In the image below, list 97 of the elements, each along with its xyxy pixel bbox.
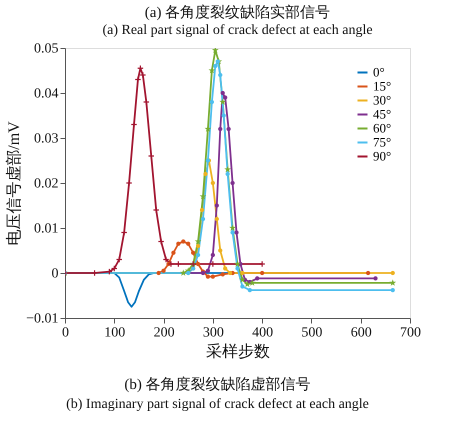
point [210, 260, 216, 268]
point [218, 72, 222, 78]
point [210, 274, 215, 279]
point [240, 270, 245, 276]
point [366, 270, 370, 276]
x-tick-label: 300 [202, 326, 224, 340]
point [223, 95, 228, 100]
point [244, 280, 251, 288]
point [220, 272, 225, 276]
y-tick-label: 0.03 [34, 132, 58, 146]
point [255, 276, 260, 281]
point [224, 166, 231, 172]
y-tick-label: 0.02 [34, 176, 58, 192]
point [248, 288, 252, 292]
point [223, 266, 228, 271]
x-tick-label: 400 [252, 326, 274, 340]
point [234, 260, 241, 267]
point [222, 113, 226, 118]
point [200, 208, 204, 212]
y-tick-label: 0.01 [34, 222, 58, 236]
point [390, 288, 395, 292]
point [213, 64, 218, 68]
point [181, 239, 186, 244]
point [134, 76, 142, 83]
point [203, 172, 208, 176]
point [91, 270, 98, 276]
point [176, 242, 180, 246]
point [234, 230, 239, 235]
point [158, 238, 164, 245]
y-tick-label: 0.05 [34, 42, 58, 56]
legend-label: 45° [373, 106, 392, 122]
point [214, 203, 219, 208]
point [389, 279, 396, 286]
text: (b) Imaginary part signal of crack defect at each angle [66, 397, 369, 412]
point [230, 180, 235, 186]
y-tick-label: 0 [52, 266, 58, 282]
point [240, 284, 245, 289]
x-tick-label: 500 [301, 326, 322, 340]
point [390, 270, 395, 276]
point [196, 252, 200, 258]
x-tick-label: 0 [62, 326, 69, 340]
point [206, 274, 210, 279]
point [260, 270, 264, 276]
point [186, 242, 190, 246]
y-axis-title: 电压信号虚部/mV [5, 120, 24, 246]
x-tick-label: 100 [104, 326, 126, 340]
point [226, 172, 230, 176]
point [218, 248, 222, 253]
point [214, 216, 219, 222]
point [142, 98, 150, 106]
point [239, 276, 246, 283]
point [229, 224, 236, 231]
text: (b) 各角度裂纹缺陷虚部信号 [124, 376, 311, 393]
legend-label: 90° [373, 148, 392, 164]
point [206, 268, 210, 273]
point [110, 265, 118, 272]
point [180, 269, 187, 276]
y-tick-label: 0.04 [34, 86, 58, 102]
legend-label: 30° [373, 92, 392, 108]
point [171, 250, 176, 255]
point [200, 216, 206, 222]
point [235, 266, 240, 271]
point [210, 180, 215, 186]
point [212, 48, 219, 54]
point [161, 268, 166, 273]
legend-label: 60° [373, 120, 392, 136]
chart-subtitle: (a) Real part signal of crack defect at each angle [102, 23, 373, 38]
point [196, 244, 200, 248]
point [116, 256, 123, 263]
point [156, 270, 161, 276]
legend-label: 15° [373, 78, 392, 94]
point [196, 262, 200, 266]
point [140, 72, 146, 78]
legend-label: 0° [373, 64, 385, 80]
point [218, 126, 222, 132]
point [230, 230, 235, 235]
point [126, 180, 132, 186]
point [373, 276, 378, 281]
point [226, 126, 231, 132]
legend-label: 75° [373, 134, 392, 150]
point [219, 98, 226, 105]
point [216, 59, 220, 64]
point [191, 250, 196, 255]
x-tick-label: 700 [400, 326, 421, 340]
point [220, 90, 225, 96]
point [248, 279, 256, 286]
point [210, 252, 215, 258]
point [228, 270, 232, 276]
y-tick-label: −0.01 [26, 312, 58, 326]
x-tick-label: 200 [154, 326, 175, 340]
x-tick-label: 600 [350, 326, 372, 340]
point [130, 121, 138, 128]
point [210, 100, 214, 104]
point [175, 260, 182, 268]
x-axis-title: 采样步数 [206, 342, 270, 360]
chart-title: (a) 各角度裂纹缺陷实部信号 [144, 4, 330, 21]
point [152, 206, 160, 214]
